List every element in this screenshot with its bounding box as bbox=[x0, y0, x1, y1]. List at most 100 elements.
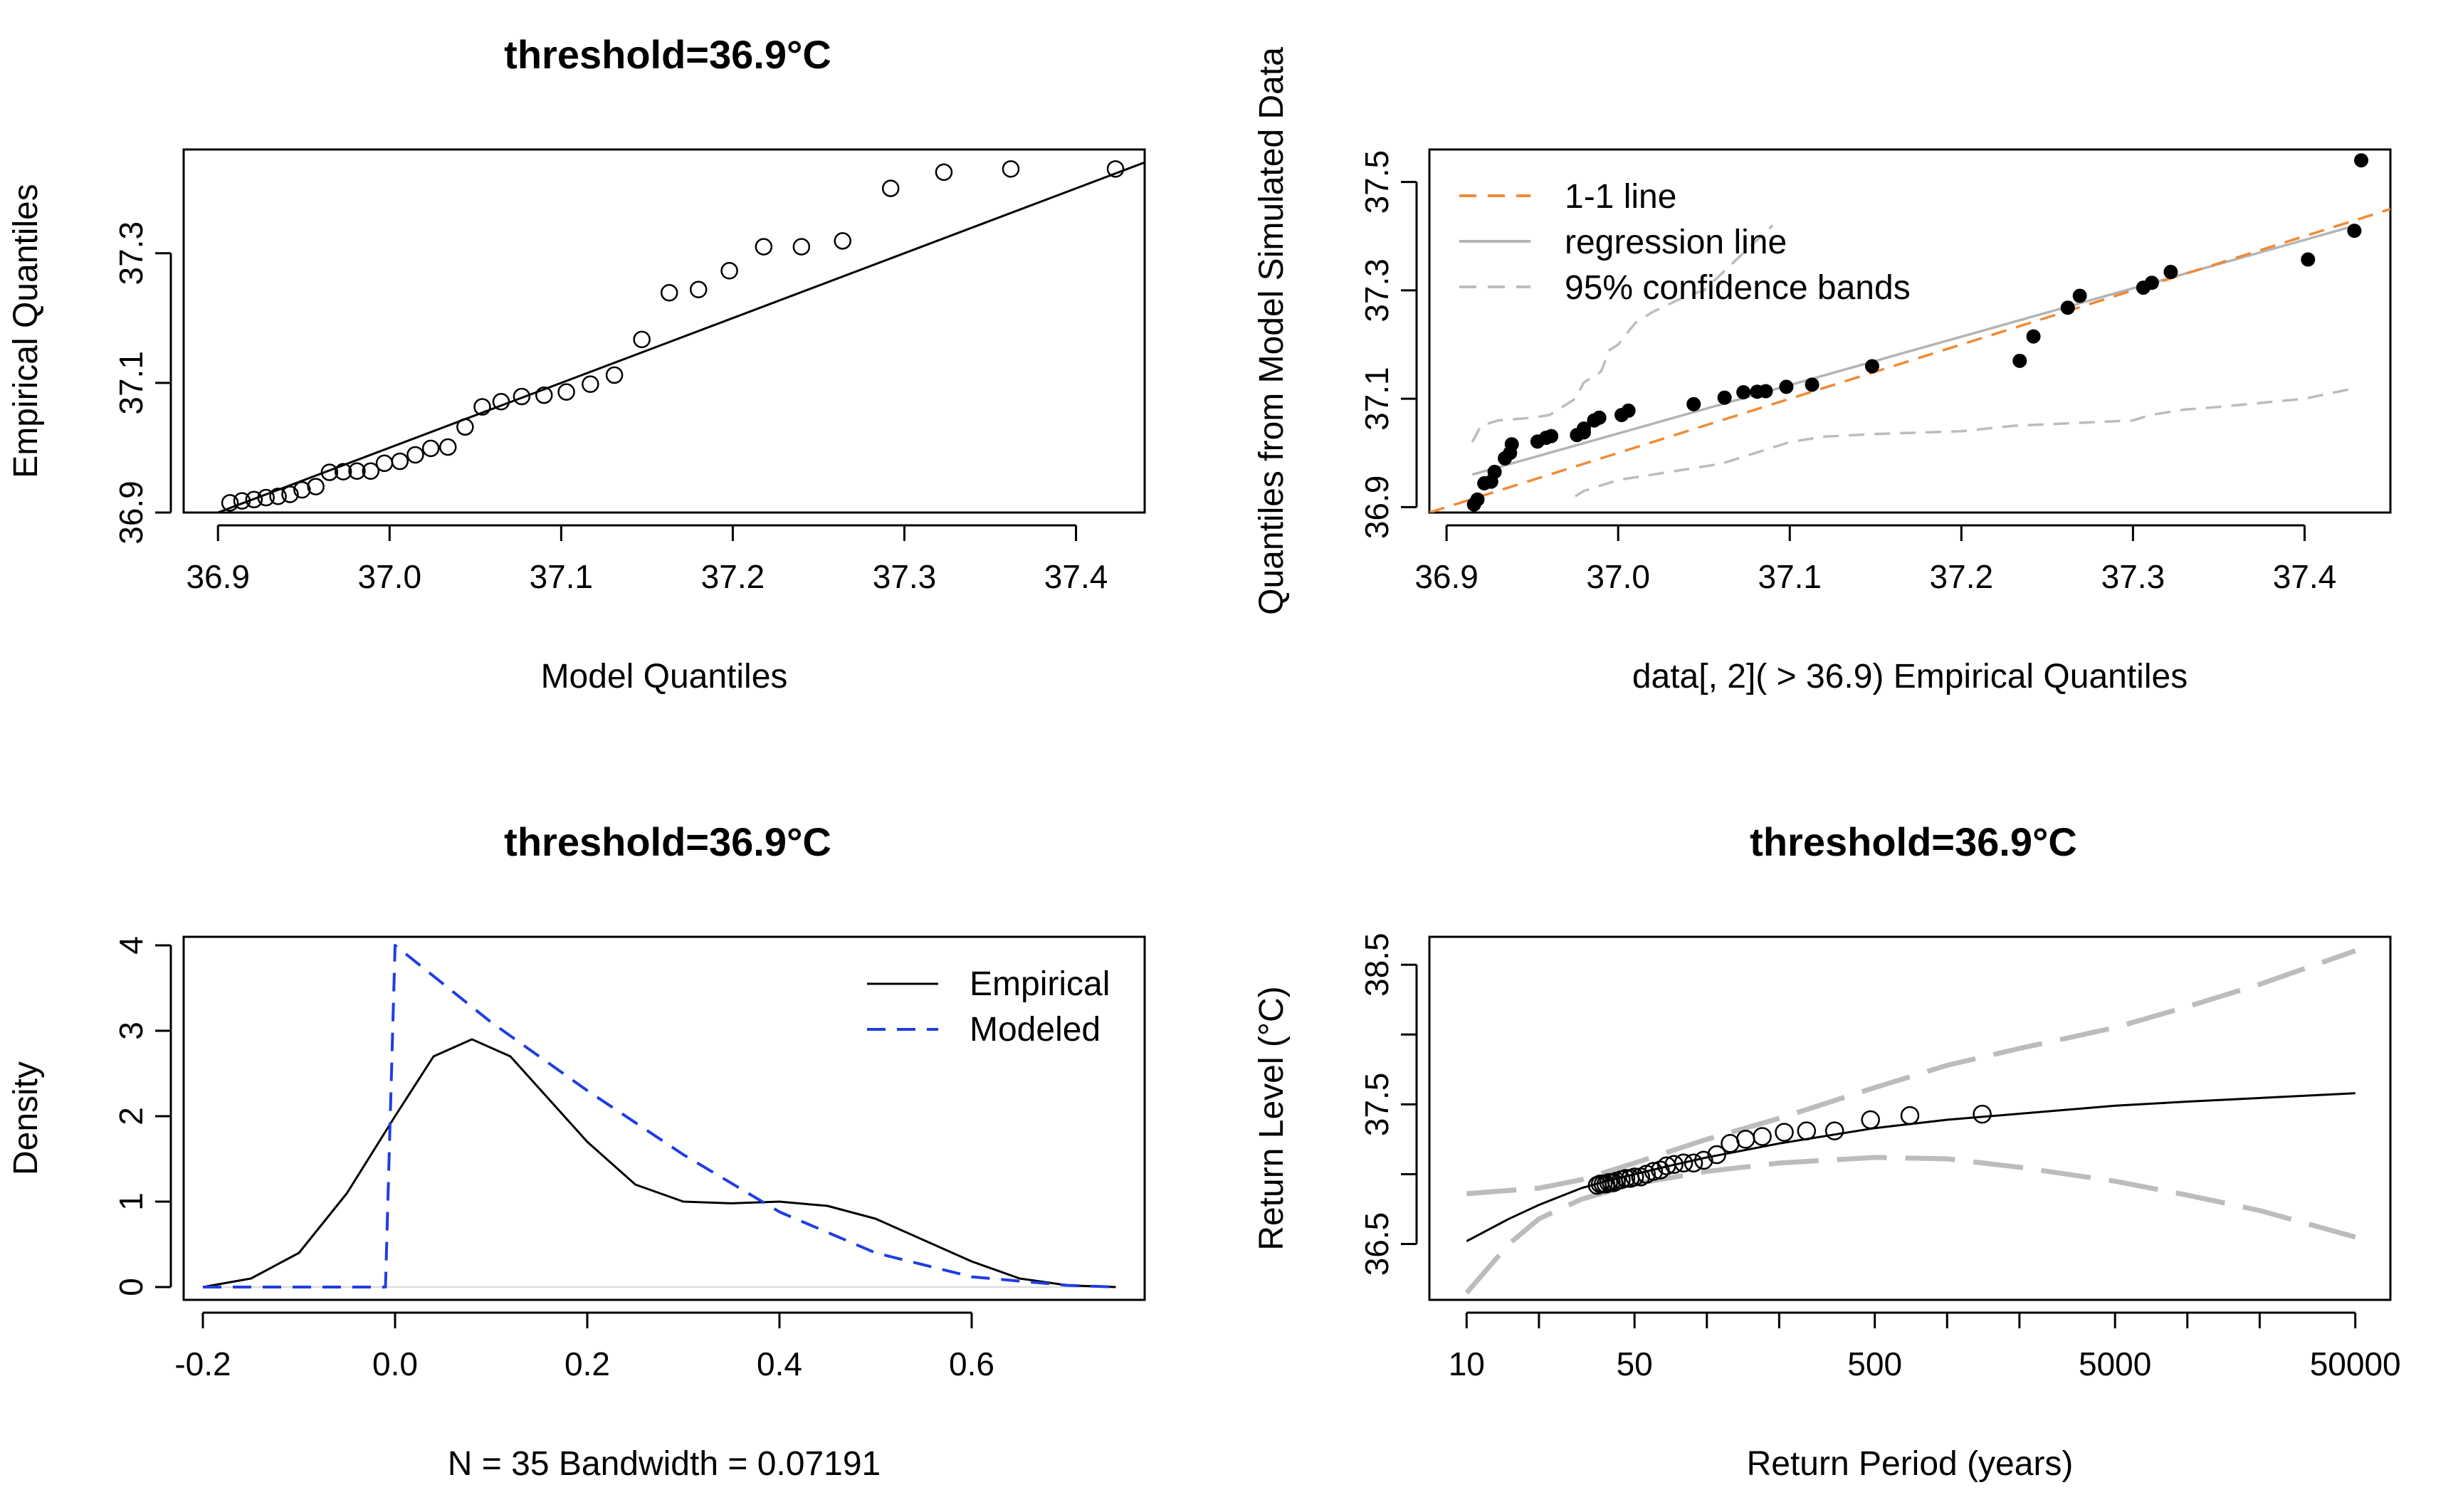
data-point bbox=[2060, 300, 2075, 315]
data-point bbox=[2163, 265, 2178, 280]
x-tick-label: 50 bbox=[1617, 1345, 1653, 1382]
data-point bbox=[245, 490, 263, 509]
plot-area-frame bbox=[182, 148, 1146, 514]
y-tick-label: 37.3 bbox=[112, 221, 149, 285]
data-point bbox=[1694, 1150, 1713, 1170]
data-point bbox=[269, 487, 287, 505]
data-point bbox=[535, 386, 553, 404]
y-tick-label: 36.5 bbox=[1358, 1212, 1395, 1276]
return-level-line bbox=[1466, 1092, 2356, 1242]
data-point bbox=[1002, 160, 1020, 178]
x-axis-label: Model Quantiles bbox=[541, 658, 788, 695]
data-point bbox=[1900, 1106, 1920, 1125]
x-tick-label: 500 bbox=[1847, 1345, 1902, 1382]
x-tick-label: 0.2 bbox=[564, 1345, 610, 1382]
data-point bbox=[792, 238, 811, 256]
x-axis: -0.2 0.0 0.2 0.4 0.6 bbox=[174, 1311, 994, 1382]
data-point bbox=[689, 280, 708, 298]
data-point bbox=[582, 375, 599, 393]
upper-ci-line bbox=[1466, 948, 2356, 1197]
data-point bbox=[1805, 377, 1819, 392]
panel-qq-model: threshold=36.9°C 36.9 37.0 37.1 37.2 37.3 37.… bbox=[7, 32, 1146, 695]
data-point bbox=[221, 494, 239, 512]
data-point bbox=[1664, 1155, 1684, 1174]
data-point bbox=[391, 452, 409, 471]
data-point bbox=[1470, 492, 1485, 507]
panel-density-title: threshold=36.9°C bbox=[504, 819, 831, 864]
return-level-curves bbox=[1464, 948, 2356, 1295]
x-tick-label: 0.4 bbox=[757, 1345, 802, 1382]
data-point bbox=[1861, 1110, 1880, 1130]
x-tick-label: 50000 bbox=[2310, 1345, 2401, 1382]
data-point bbox=[1644, 1162, 1664, 1181]
data-point bbox=[2012, 353, 2027, 368]
data-point bbox=[834, 232, 851, 250]
x-axis-label: data[, 2]( > 36.9) Empirical Quantiles bbox=[1632, 658, 2188, 695]
data-point bbox=[421, 439, 440, 458]
data-point bbox=[348, 462, 366, 480]
data-point bbox=[257, 488, 275, 507]
data-point bbox=[334, 463, 352, 481]
data-point bbox=[557, 383, 575, 401]
x-tick-label: 37.3 bbox=[2101, 558, 2165, 595]
data-point bbox=[1758, 384, 1773, 399]
y-tick-label: 2 bbox=[112, 1107, 149, 1125]
empirical-density-line bbox=[202, 1038, 1116, 1288]
y-tick-label: 37.1 bbox=[112, 351, 149, 415]
y-axis-label: Density bbox=[7, 1061, 45, 1175]
data-point bbox=[1686, 397, 1701, 411]
data-point bbox=[281, 485, 299, 503]
data-point bbox=[1775, 1123, 1794, 1142]
x-axis: 36.9 37.0 37.1 37.2 37.3 37.4 bbox=[186, 524, 1108, 595]
x-tick-label: 37.4 bbox=[2273, 558, 2337, 595]
data-point bbox=[2144, 275, 2159, 290]
data-point bbox=[406, 446, 424, 464]
panel-density: threshold=36.9°C -0.2 0.0 0.2 0.4 0.6 01234 … bbox=[7, 819, 1146, 1483]
data-point bbox=[2354, 153, 2369, 168]
data-point bbox=[1624, 1167, 1644, 1187]
one-to-one-line bbox=[1429, 208, 2390, 513]
data-point bbox=[456, 418, 474, 436]
data-point bbox=[1616, 1169, 1636, 1188]
data-point bbox=[2026, 329, 2041, 344]
x-tick-label: 37.1 bbox=[530, 558, 594, 595]
data-point bbox=[1544, 429, 1559, 443]
density-curves bbox=[202, 944, 1116, 1288]
x-tick-label: -0.2 bbox=[174, 1345, 231, 1382]
y-axis: 36.5 37.5 38.5 bbox=[1358, 933, 1418, 1276]
data-point bbox=[633, 330, 651, 349]
data-point bbox=[1736, 385, 1751, 400]
plot-area-frame bbox=[1428, 935, 2392, 1301]
data-point bbox=[1592, 410, 1607, 425]
data-point bbox=[1779, 379, 1794, 394]
data-point bbox=[1504, 437, 1519, 452]
y-tick-label: 37.3 bbox=[1358, 258, 1395, 322]
data-point bbox=[513, 387, 531, 406]
data-point bbox=[1576, 421, 1591, 436]
data-point bbox=[605, 366, 624, 384]
x-axis-label: N = 35 Bandwidth = 0.07191 bbox=[448, 1445, 881, 1483]
points-group bbox=[1466, 153, 2369, 512]
data-point bbox=[2347, 224, 2362, 238]
x-tick-label: 37.1 bbox=[1758, 558, 1822, 595]
data-point bbox=[1621, 403, 1636, 418]
x-axis-label: Return Period (years) bbox=[1747, 1445, 2074, 1483]
x-tick-label: 5000 bbox=[2079, 1345, 2151, 1382]
data-point bbox=[473, 398, 491, 416]
panel-return-level: threshold=36.9°C 10 50 500 5000 50000 36.5 37… bbox=[1253, 819, 2401, 1483]
data-point bbox=[320, 463, 339, 481]
data-point bbox=[362, 462, 380, 480]
x-tick-label: 36.9 bbox=[186, 558, 250, 595]
panel-return-level-title: threshold=36.9°C bbox=[1750, 819, 2077, 864]
y-tick-label: 38.5 bbox=[1358, 933, 1395, 997]
data-point bbox=[935, 163, 953, 182]
legend-label-modeled: Modeled bbox=[970, 1011, 1101, 1049]
y-tick-label: 0 bbox=[112, 1278, 149, 1296]
y-tick-label: 37.5 bbox=[1358, 150, 1395, 214]
y-axis-label: Empirical Quantiles bbox=[7, 184, 45, 478]
points-group bbox=[221, 160, 1125, 512]
x-tick-label: 37.4 bbox=[1044, 558, 1108, 595]
y-axis: 36.9 37.1 37.3 37.5 bbox=[1358, 150, 1418, 539]
data-point bbox=[660, 284, 678, 302]
